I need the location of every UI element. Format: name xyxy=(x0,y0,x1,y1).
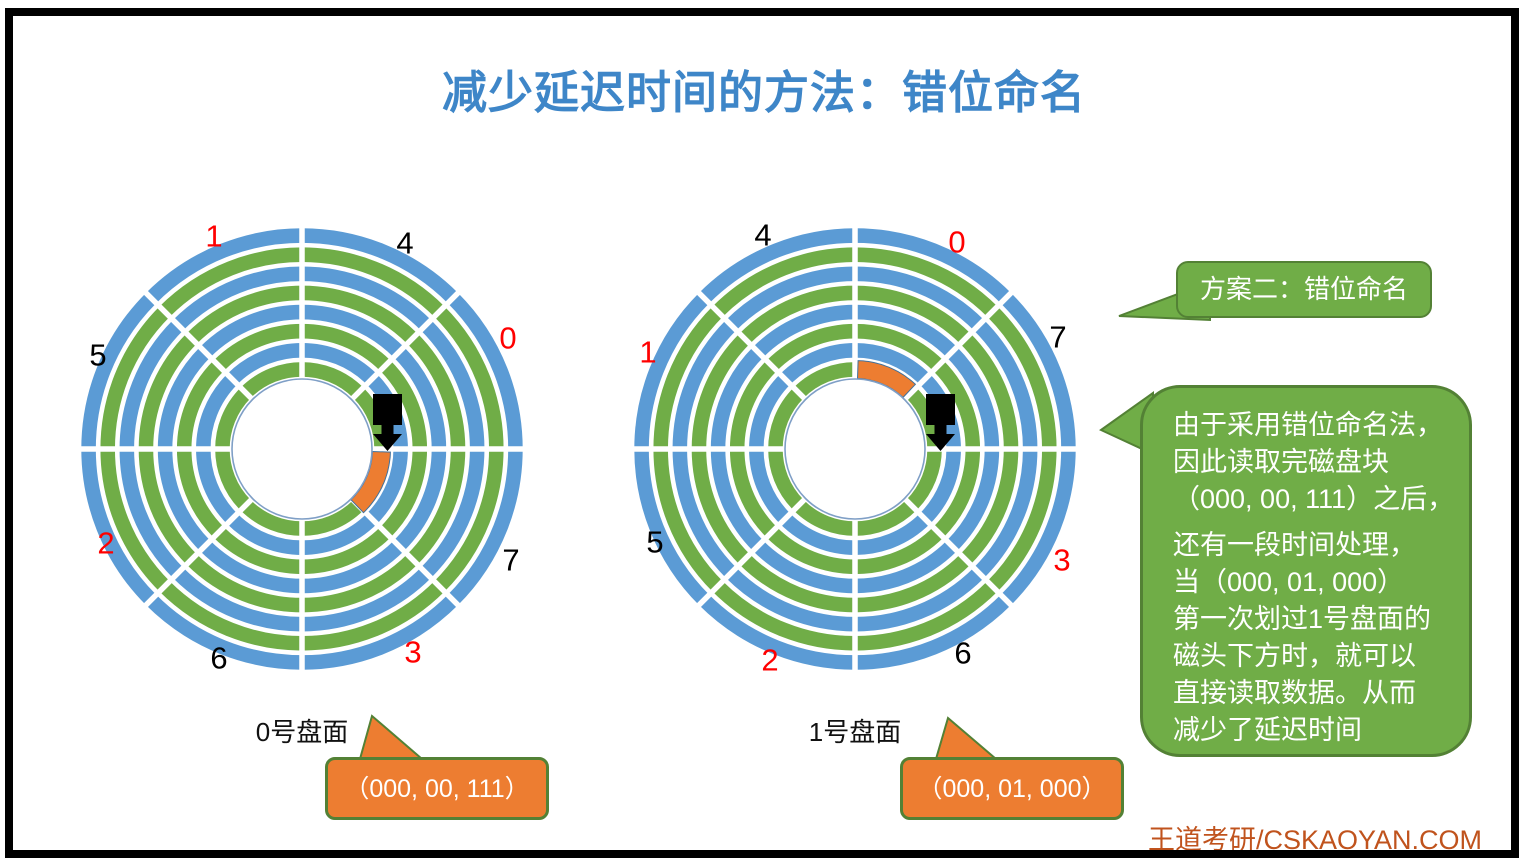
sector-number-label: 0 xyxy=(499,321,516,356)
disk-surface-1-diagram: 4 0 1 7 5 3 2 6 xyxy=(620,214,1090,684)
sector-number-label: 3 xyxy=(404,635,421,670)
disk-1-caption: 1号盘面 xyxy=(808,717,902,747)
sector-number-label: 5 xyxy=(89,338,106,373)
sector-number-label: 3 xyxy=(1053,543,1070,578)
sector-divider xyxy=(899,493,1016,610)
accent-bar-orange xyxy=(552,116,604,129)
sector-divider xyxy=(346,288,463,405)
sector-divider xyxy=(694,493,811,610)
explanation-line: （000, 00, 111）之后， xyxy=(1173,484,1455,514)
disk-hub xyxy=(231,378,373,520)
sector-number-label: 6 xyxy=(210,641,227,676)
page-title: 减少延迟时间的方法：错位命名 xyxy=(441,68,1086,118)
head-marker-down-arrow-icon xyxy=(926,394,955,451)
sector-divider xyxy=(899,288,1016,405)
head-marker-down-arrow-icon xyxy=(373,394,402,451)
explanation-callout: 由于采用错位命名法， 因此读取完磁盘块 （000, 00, 111）之后， 还有… xyxy=(1140,385,1472,757)
watermark: 王道考研/CSKAOYAN.COM xyxy=(1148,825,1483,855)
disk-surface-0-diagram: 1 4 5 0 2 7 6 3 xyxy=(67,214,537,684)
explanation-line: 因此读取完磁盘块 xyxy=(1173,447,1389,477)
disk-platter-svg: 1 4 5 0 2 7 6 3 xyxy=(78,219,526,676)
sector-number-label: 2 xyxy=(97,526,114,561)
sector-number-label: 0 xyxy=(948,225,965,260)
explanation-line: 第一次划过1号盘面的 xyxy=(1173,604,1432,634)
disk-hub xyxy=(784,378,926,520)
explanation-line: 由于采用错位命名法， xyxy=(1173,410,1443,440)
accent-bar-gold xyxy=(666,116,718,129)
block-address-callout-1: （000, 01, 000） xyxy=(900,757,1124,820)
sector-divider xyxy=(346,493,463,610)
sector-number-label: 1 xyxy=(205,219,222,254)
sector-divider xyxy=(694,288,811,405)
explanation-line: 减少了延迟时间 xyxy=(1173,715,1362,745)
explanation-line: 当（000, 01, 000） xyxy=(1173,567,1405,597)
accent-color-strip xyxy=(495,116,832,129)
block-callout-1-tail xyxy=(934,716,999,760)
sector-number-label: 5 xyxy=(646,525,663,560)
accent-bar-green xyxy=(780,116,832,129)
accent-bar-blue xyxy=(495,116,547,129)
accent-bar-gray xyxy=(609,116,661,129)
disk-0-caption: 0号盘面 xyxy=(255,717,349,747)
plan-callout: 方案二：错位命名 xyxy=(1176,261,1432,318)
sector-number-label: 2 xyxy=(761,643,778,678)
sector-number-label: 4 xyxy=(396,226,413,261)
disk-platter-svg: 4 0 1 7 5 3 2 6 xyxy=(631,218,1079,678)
sector-number-label: 7 xyxy=(502,543,519,578)
sector-number-label: 4 xyxy=(754,218,771,253)
sector-number-label: 6 xyxy=(954,636,971,671)
explanation-line: 直接读取数据。从而 xyxy=(1173,678,1416,708)
block-callout-0-tail xyxy=(358,714,425,760)
sector-number-label: 7 xyxy=(1049,320,1066,355)
accent-bar-navy xyxy=(723,116,775,129)
explanation-line: 还有一段时间处理， xyxy=(1173,530,1416,560)
sector-number-label: 1 xyxy=(639,335,656,370)
explanation-line: 磁头下方时，就可以 xyxy=(1173,641,1416,671)
block-address-callout-0: （000, 00, 111） xyxy=(325,757,549,820)
sector-divider xyxy=(141,493,258,610)
sector-divider xyxy=(141,288,258,405)
